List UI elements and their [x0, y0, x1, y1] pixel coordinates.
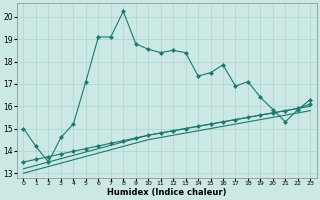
X-axis label: Humidex (Indice chaleur): Humidex (Indice chaleur) — [107, 188, 227, 197]
